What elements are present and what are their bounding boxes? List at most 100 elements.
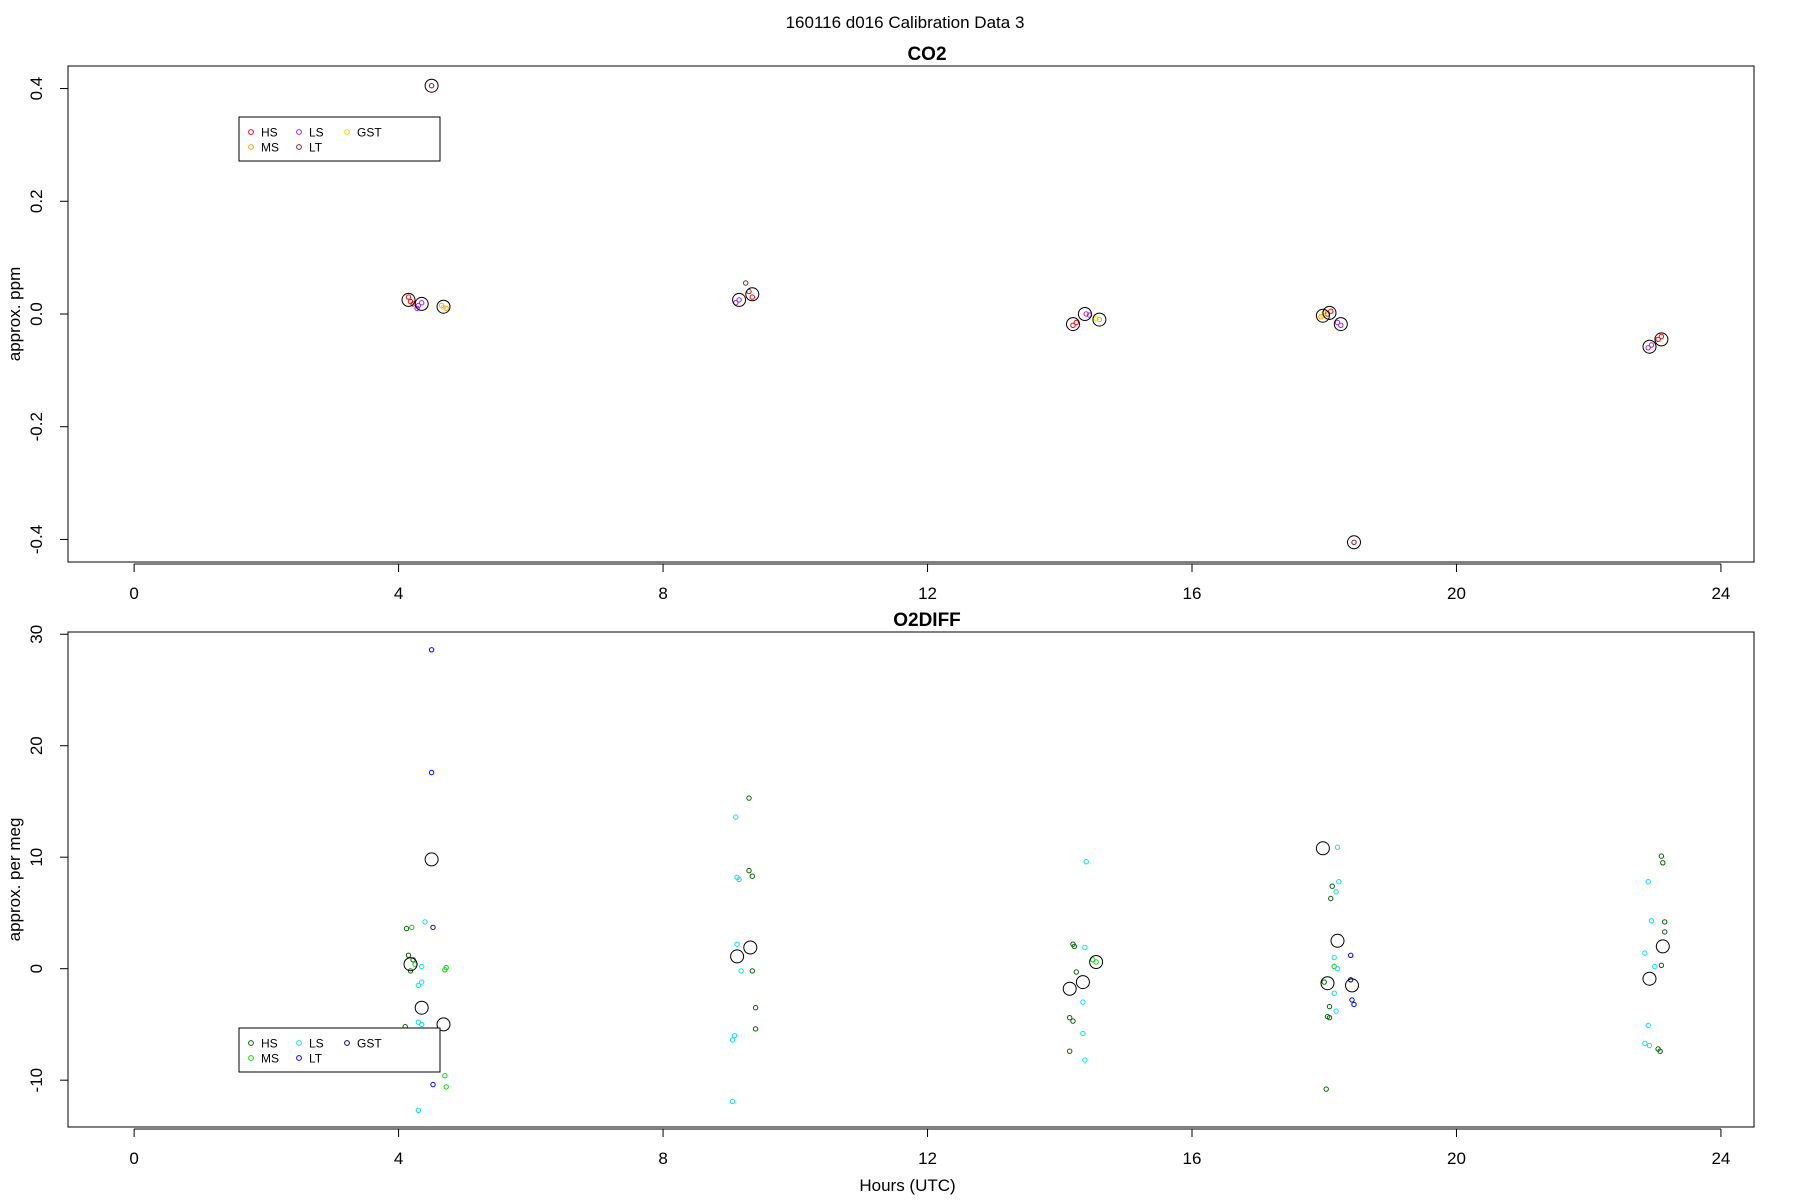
point-ls — [731, 1032, 738, 1039]
data-points — [405, 83, 1665, 545]
y-tick-label: -10 — [27, 1068, 46, 1093]
legend-marker — [296, 144, 302, 150]
legend-item-gst: GST — [344, 1037, 382, 1051]
x-tick-label: 16 — [1183, 1149, 1202, 1168]
chart-panel-co2: CO2 0 4 8 12 16 20 24 -0.4 -0.2 0.0 0.2 0.4 approx. p… — [5, 44, 1755, 603]
point-hs — [746, 867, 752, 874]
mean-circle — [1062, 981, 1077, 996]
x-tick-label: 8 — [658, 584, 667, 603]
x-tick-label: 0 — [129, 1149, 138, 1168]
point-ls — [1082, 944, 1088, 951]
mean-circle — [424, 852, 439, 867]
point-ls — [1334, 319, 1341, 326]
legend-marker — [248, 144, 254, 150]
y-tick-label: 0.2 — [27, 189, 46, 213]
point-hs — [1328, 895, 1334, 902]
legend-label: MS — [261, 141, 279, 155]
point-ls — [414, 305, 420, 312]
point-gst — [1093, 315, 1099, 322]
point-hs — [1658, 962, 1665, 968]
legend-marker — [344, 1040, 350, 1046]
point-ls — [734, 941, 740, 947]
y-axis-label: approx. ppm — [5, 267, 24, 362]
mean-circle — [1315, 841, 1330, 856]
point-hs — [1070, 322, 1076, 328]
legend-box — [238, 1027, 441, 1073]
x-tick-label: 20 — [1447, 1149, 1466, 1168]
mean-circle — [1642, 971, 1657, 986]
point-hs — [1067, 1015, 1073, 1021]
point-ls — [729, 1037, 736, 1043]
point-lt — [743, 280, 749, 286]
point-ls — [1334, 966, 1341, 972]
legend-label: GST — [357, 1037, 382, 1051]
point-lt — [428, 769, 435, 776]
legend-item-ms: MS — [248, 141, 279, 155]
y-tick-label: 0.0 — [27, 302, 46, 326]
panel-title: CO2 — [907, 44, 946, 65]
point-hs — [1073, 319, 1080, 326]
legend-marker — [248, 129, 254, 135]
x-tick-label: 12 — [918, 1149, 937, 1168]
point-ls — [1642, 950, 1648, 956]
legend-label: LT — [309, 1052, 323, 1066]
x-tick-label: 0 — [129, 584, 138, 603]
mean-circle — [1089, 955, 1104, 969]
point-ls — [1083, 311, 1089, 317]
point-hs — [405, 952, 412, 958]
mean-circle — [1642, 339, 1657, 354]
legend-item-gst: GST — [344, 126, 382, 140]
x-tick-label: 24 — [1711, 1149, 1730, 1168]
mean-circle — [1077, 307, 1092, 321]
mean-markers — [403, 841, 1670, 1032]
figure-title: 160116 d016 Calibration Data 3 — [786, 13, 1025, 32]
point-ms — [443, 964, 449, 971]
point-ls — [1646, 1042, 1653, 1049]
point-ls — [1331, 990, 1337, 996]
legend-item-lt: LT — [296, 1052, 323, 1066]
point-hs — [1662, 929, 1668, 935]
mean-circle — [743, 940, 758, 955]
mean-circle — [1092, 312, 1107, 327]
legend-label: GST — [357, 126, 382, 140]
point-lt — [428, 647, 435, 653]
x-axis: 0 4 8 12 16 20 24 — [129, 563, 1730, 603]
point-lt — [430, 924, 436, 931]
point-ls — [1083, 859, 1089, 865]
mean-circle — [732, 292, 747, 307]
point-ls — [1333, 1008, 1339, 1014]
point-ls — [1082, 1057, 1088, 1063]
mean-circle — [745, 287, 760, 302]
mean-circle — [1654, 332, 1669, 347]
mean-circle — [414, 1000, 429, 1015]
point-lt — [430, 1081, 436, 1088]
point-ls — [419, 300, 425, 306]
y-tick-label: 0.4 — [27, 77, 46, 101]
point-lt — [1349, 997, 1355, 1003]
panel-title: O2DIFF — [893, 610, 961, 631]
legend-marker — [248, 1055, 254, 1061]
mean-circle — [403, 957, 418, 972]
mean-circle — [1322, 305, 1337, 320]
point-ms — [443, 305, 449, 312]
point-ls — [1338, 322, 1344, 328]
point-ls — [415, 1107, 422, 1114]
y-tick-label: 30 — [27, 625, 46, 644]
point-ls — [1642, 1040, 1648, 1047]
point-hs — [749, 873, 755, 879]
x-tick-label: 16 — [1183, 584, 1202, 603]
mean-circle — [1315, 308, 1330, 323]
point-ms — [443, 1084, 449, 1090]
point-ls — [415, 982, 422, 989]
mean-circle — [1330, 933, 1345, 948]
point-ms — [1096, 316, 1103, 323]
point-hs — [407, 968, 414, 974]
point-lt — [1351, 539, 1357, 545]
point-ls — [1645, 345, 1651, 351]
legend-label: LS — [309, 1037, 324, 1051]
point-lt — [1348, 952, 1354, 958]
x-tick-label: 12 — [918, 584, 937, 603]
point-hs — [1660, 860, 1666, 866]
point-ls — [738, 968, 744, 974]
